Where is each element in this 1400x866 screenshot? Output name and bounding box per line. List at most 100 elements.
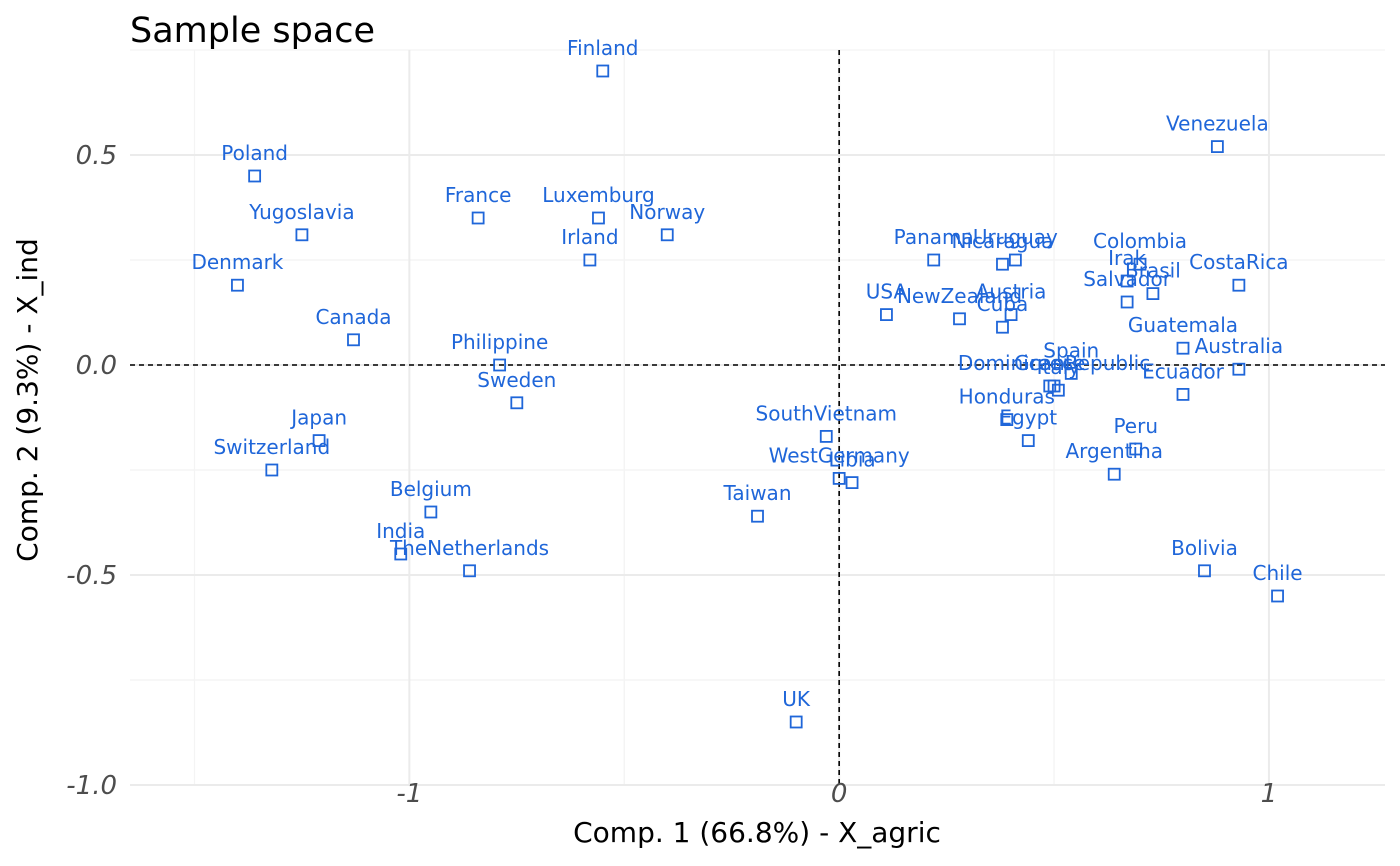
point-label: Greece (1014, 351, 1085, 375)
data-point (312, 434, 326, 448)
data-point (1120, 295, 1134, 309)
point-label: Finland (567, 36, 638, 60)
point-label: Honduras (959, 385, 1055, 409)
data-point (1043, 379, 1057, 393)
data-point (1120, 274, 1134, 288)
point-label: Norway (629, 200, 705, 224)
data-point (1146, 287, 1160, 301)
point-label: Luxemburg (542, 183, 654, 207)
point-label: Spain (1043, 338, 1099, 362)
data-point (1107, 467, 1121, 481)
data-points (231, 64, 1284, 729)
point-label: CostaRica (1189, 250, 1288, 274)
data-point (493, 358, 507, 372)
data-point (996, 257, 1009, 271)
point-label: Austria (976, 280, 1047, 304)
data-point (231, 278, 244, 292)
data-point (1064, 366, 1078, 380)
data-point (592, 211, 605, 225)
data-point (751, 509, 764, 523)
data-point (1232, 362, 1246, 376)
point-label: Belgium (390, 477, 472, 501)
point-label: Peru (1113, 414, 1158, 438)
data-point (953, 312, 966, 326)
y-tick-label: 0.5 (76, 141, 117, 171)
data-point (1210, 140, 1224, 154)
point-label: Libia (828, 448, 875, 472)
y-tick-label: 0.0 (76, 351, 117, 381)
data-point (927, 253, 941, 267)
reference-lines (130, 50, 1385, 785)
data-point (1176, 387, 1190, 401)
point-label: Sweden (477, 368, 556, 392)
point-label: France (445, 183, 512, 207)
point-label: Taiwan (722, 481, 791, 505)
data-point (265, 463, 279, 477)
x-axis: -1 0 1 (396, 779, 1277, 809)
point-label: Irak (1108, 246, 1146, 270)
data-point (248, 169, 262, 183)
x-tick-label: 0 (831, 779, 848, 809)
data-point (1271, 589, 1284, 603)
point-label: Guatemala (1128, 313, 1238, 337)
point-label: Argentina (1065, 439, 1163, 463)
point-label: Ecuador (1142, 359, 1224, 383)
point-label: DominicanRepublic (958, 351, 1150, 375)
data-point (424, 505, 438, 519)
point-label: Panama (894, 225, 974, 249)
point-label: Irland (561, 225, 618, 249)
point-label: Cuba (977, 292, 1029, 316)
point-label: Nicaragua (952, 229, 1054, 253)
point-label: SouthVietnam (756, 401, 897, 425)
data-point (596, 64, 610, 78)
data-point (1133, 257, 1147, 271)
data-point (845, 476, 859, 490)
data-point (1000, 413, 1014, 427)
data-point (789, 715, 803, 729)
point-label: Philippine (451, 330, 548, 354)
point-label: Switzerland (213, 435, 330, 459)
point-label: Italy (1037, 355, 1081, 379)
data-point (1004, 308, 1018, 322)
y-axis-title: Comp. 2 (9.3%) - X_ind (11, 238, 44, 562)
point-label: UK (782, 687, 811, 711)
data-point (660, 228, 674, 242)
point-label: USA (866, 280, 908, 304)
point-label: Uruguay (973, 225, 1058, 249)
data-point (463, 564, 476, 578)
point-label: Salvador (1083, 267, 1172, 291)
data-point (1176, 341, 1190, 355)
x-tick-label: -1 (396, 779, 422, 809)
point-label: Yugoslavia (248, 200, 354, 224)
point-label: Chile (1253, 561, 1303, 585)
data-point (1129, 442, 1143, 456)
point-label: Egypt (999, 406, 1057, 430)
point-label: Brasil (1125, 259, 1181, 283)
chart-title: Sample space (130, 11, 375, 51)
data-point (510, 396, 524, 410)
data-point (394, 547, 408, 561)
data-point (1051, 383, 1065, 397)
y-tick-label: -1.0 (66, 771, 117, 801)
data-point (996, 320, 1009, 334)
y-tick-label: -0.5 (66, 561, 117, 591)
data-point (1198, 564, 1211, 578)
point-label: TheNetherlands (389, 536, 549, 560)
point-label: Japan (289, 406, 347, 430)
y-axis: -1.0 -0.5 0.0 0.5 (66, 141, 117, 801)
data-point (880, 308, 893, 322)
x-axis-title: Comp. 1 (66.8%) - X_agric (573, 816, 941, 849)
point-label: India (376, 519, 425, 543)
data-point (583, 253, 597, 267)
data-point (1008, 253, 1022, 267)
data-point (347, 333, 360, 347)
data-point (471, 211, 485, 225)
point-label: NewZealand (897, 284, 1022, 308)
data-point (1021, 434, 1035, 448)
data-point (295, 228, 309, 242)
point-label: Australia (1195, 334, 1283, 358)
point-label: Venezuela (1166, 112, 1269, 136)
point-label: Bolivia (1171, 536, 1238, 560)
